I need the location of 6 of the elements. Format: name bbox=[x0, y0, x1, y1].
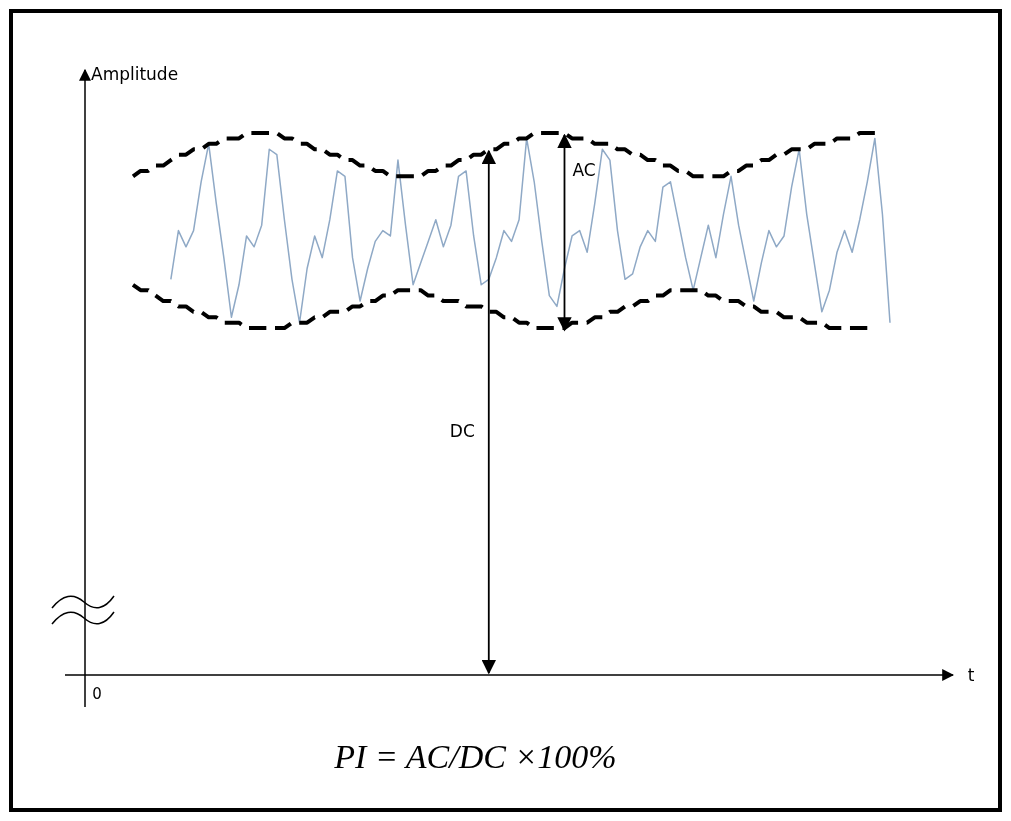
annotation: DC bbox=[449, 420, 475, 441]
y-axis-title: Amplitude bbox=[91, 64, 179, 84]
text: 0 bbox=[92, 685, 102, 703]
x-axis-title: t bbox=[967, 665, 975, 685]
annotation: AC bbox=[572, 160, 596, 181]
text: PI = AC/DC ×100% bbox=[333, 738, 617, 775]
